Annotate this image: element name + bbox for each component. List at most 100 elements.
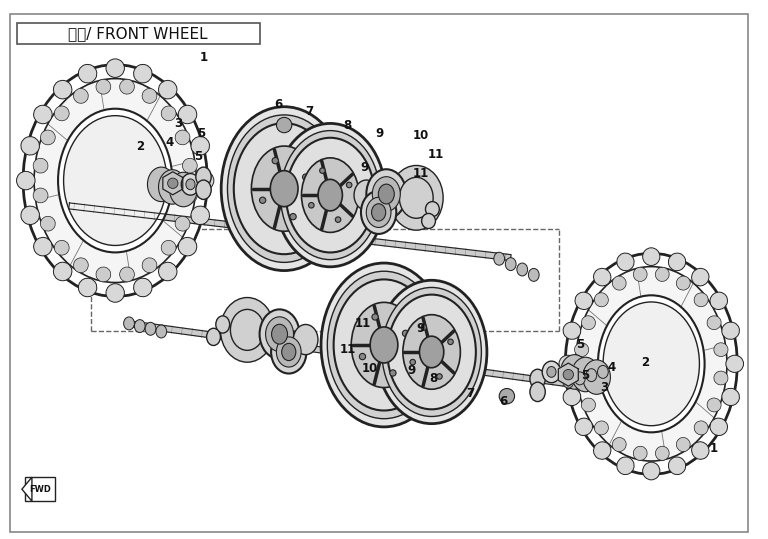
Ellipse shape bbox=[634, 446, 647, 460]
Ellipse shape bbox=[181, 174, 200, 195]
Ellipse shape bbox=[370, 327, 398, 363]
Ellipse shape bbox=[707, 316, 721, 329]
Ellipse shape bbox=[617, 253, 634, 271]
Polygon shape bbox=[163, 172, 183, 195]
Ellipse shape bbox=[694, 421, 708, 435]
Ellipse shape bbox=[207, 328, 220, 345]
Circle shape bbox=[448, 339, 453, 344]
Ellipse shape bbox=[142, 88, 157, 103]
Ellipse shape bbox=[668, 253, 686, 271]
Circle shape bbox=[272, 157, 278, 164]
Circle shape bbox=[390, 370, 396, 376]
Ellipse shape bbox=[594, 442, 611, 459]
Ellipse shape bbox=[528, 268, 539, 281]
Ellipse shape bbox=[142, 258, 157, 273]
Circle shape bbox=[359, 354, 366, 360]
Ellipse shape bbox=[78, 278, 97, 297]
Ellipse shape bbox=[34, 105, 52, 124]
Ellipse shape bbox=[517, 263, 528, 276]
Ellipse shape bbox=[195, 171, 214, 190]
Ellipse shape bbox=[722, 388, 740, 405]
Ellipse shape bbox=[41, 216, 55, 231]
Ellipse shape bbox=[561, 355, 588, 389]
Ellipse shape bbox=[302, 158, 359, 232]
Ellipse shape bbox=[530, 369, 545, 389]
Circle shape bbox=[499, 389, 515, 404]
Polygon shape bbox=[126, 320, 569, 387]
Polygon shape bbox=[25, 477, 55, 501]
Ellipse shape bbox=[64, 116, 167, 245]
Ellipse shape bbox=[677, 276, 690, 290]
Ellipse shape bbox=[21, 136, 39, 155]
Text: 3: 3 bbox=[174, 118, 182, 130]
Circle shape bbox=[319, 168, 325, 174]
Circle shape bbox=[309, 203, 314, 208]
Ellipse shape bbox=[41, 130, 55, 145]
Ellipse shape bbox=[643, 248, 660, 266]
Ellipse shape bbox=[74, 258, 88, 273]
Text: 6: 6 bbox=[274, 98, 282, 110]
Ellipse shape bbox=[714, 371, 728, 385]
Ellipse shape bbox=[55, 240, 69, 255]
Ellipse shape bbox=[178, 105, 197, 124]
Ellipse shape bbox=[694, 293, 708, 307]
Circle shape bbox=[303, 174, 309, 180]
Ellipse shape bbox=[722, 322, 740, 340]
Ellipse shape bbox=[692, 268, 709, 286]
Polygon shape bbox=[22, 477, 32, 501]
Text: 7: 7 bbox=[467, 387, 475, 400]
Text: 11: 11 bbox=[427, 148, 444, 161]
Ellipse shape bbox=[692, 442, 709, 459]
Circle shape bbox=[290, 213, 296, 220]
Ellipse shape bbox=[124, 317, 134, 330]
Ellipse shape bbox=[220, 298, 274, 362]
Text: 1: 1 bbox=[710, 442, 718, 455]
Ellipse shape bbox=[161, 106, 176, 121]
Ellipse shape bbox=[266, 317, 293, 351]
Ellipse shape bbox=[23, 65, 207, 296]
Text: 10: 10 bbox=[362, 362, 379, 375]
Text: 11: 11 bbox=[412, 167, 429, 180]
Text: 3: 3 bbox=[601, 381, 608, 393]
Ellipse shape bbox=[583, 360, 611, 395]
Ellipse shape bbox=[196, 180, 211, 199]
Ellipse shape bbox=[106, 284, 124, 302]
Circle shape bbox=[260, 197, 266, 203]
Text: 9: 9 bbox=[417, 322, 425, 335]
Text: 5: 5 bbox=[197, 127, 205, 140]
Circle shape bbox=[336, 217, 341, 223]
Text: 前轮/ FRONT WHEEL: 前轮/ FRONT WHEEL bbox=[68, 26, 208, 41]
Ellipse shape bbox=[175, 216, 190, 231]
Ellipse shape bbox=[78, 64, 97, 83]
Ellipse shape bbox=[183, 158, 197, 173]
Ellipse shape bbox=[403, 315, 460, 389]
Text: FWD: FWD bbox=[29, 485, 51, 494]
Ellipse shape bbox=[563, 375, 574, 388]
Ellipse shape bbox=[547, 367, 556, 377]
Ellipse shape bbox=[530, 382, 545, 402]
Ellipse shape bbox=[74, 88, 88, 103]
Ellipse shape bbox=[282, 343, 296, 361]
Text: 11: 11 bbox=[339, 343, 356, 356]
Ellipse shape bbox=[321, 263, 447, 427]
Ellipse shape bbox=[33, 158, 48, 173]
Ellipse shape bbox=[17, 171, 35, 190]
Ellipse shape bbox=[655, 446, 669, 460]
Ellipse shape bbox=[594, 421, 608, 435]
Ellipse shape bbox=[230, 309, 264, 350]
Ellipse shape bbox=[175, 130, 190, 145]
Ellipse shape bbox=[425, 202, 439, 217]
Ellipse shape bbox=[120, 267, 134, 282]
Ellipse shape bbox=[34, 237, 52, 256]
Ellipse shape bbox=[710, 292, 727, 309]
Ellipse shape bbox=[251, 146, 317, 231]
Ellipse shape bbox=[161, 240, 176, 255]
Ellipse shape bbox=[677, 438, 690, 452]
Ellipse shape bbox=[586, 369, 597, 382]
Ellipse shape bbox=[710, 418, 727, 436]
Text: 9: 9 bbox=[376, 127, 383, 140]
Text: 2: 2 bbox=[136, 140, 144, 153]
Ellipse shape bbox=[565, 253, 737, 474]
Ellipse shape bbox=[643, 462, 660, 480]
Ellipse shape bbox=[714, 343, 728, 356]
